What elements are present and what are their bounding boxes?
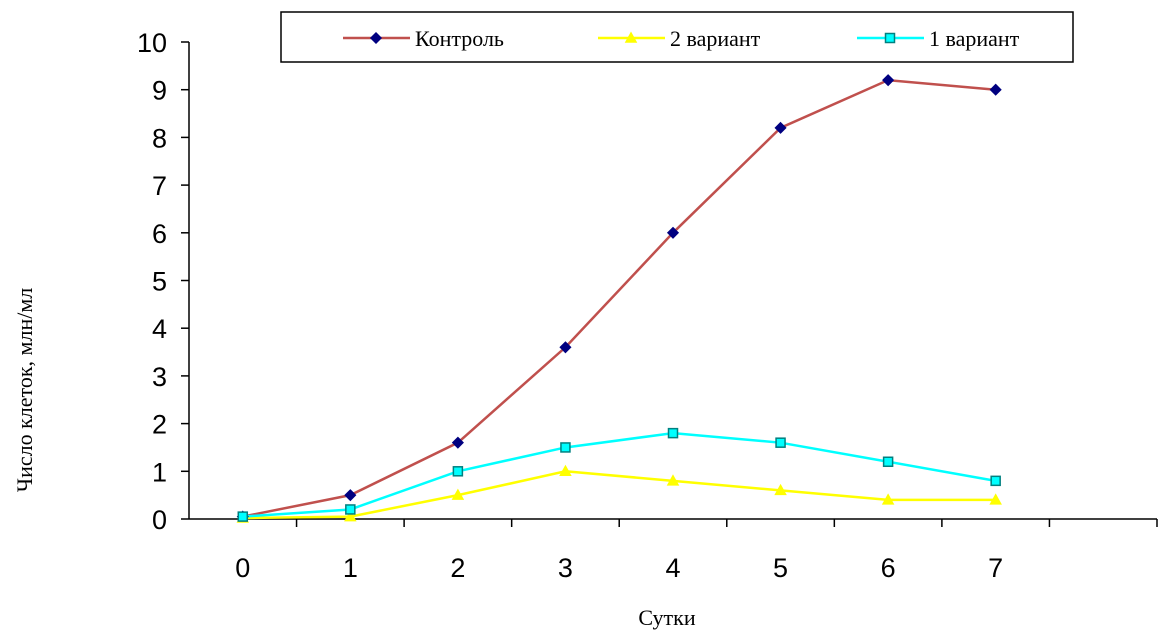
data-point: [884, 457, 893, 466]
y-tick-label: 3: [152, 362, 167, 392]
x-tick-label: 4: [665, 553, 680, 583]
data-point: [776, 438, 785, 447]
y-tick-label: 5: [152, 267, 167, 297]
y-tick-label: 10: [137, 28, 167, 58]
legend-label: Контроль: [415, 26, 504, 51]
x-tick-label: 5: [773, 553, 788, 583]
x-tick-label: 2: [450, 553, 465, 583]
y-tick-label: 9: [152, 76, 167, 106]
data-point: [345, 490, 355, 500]
data-point: [991, 85, 1001, 95]
data-point: [883, 75, 893, 85]
data-point: [346, 505, 355, 514]
y-tick-label: 8: [152, 123, 167, 153]
y-tick-label: 4: [152, 314, 167, 344]
series-line: [243, 80, 996, 516]
y-tick-label: 1: [152, 457, 167, 487]
x-tick-label: 3: [558, 553, 573, 583]
x-tick-label: 0: [235, 553, 250, 583]
data-point: [238, 512, 247, 521]
y-tick-label: 7: [152, 171, 167, 201]
y-tick-label: 0: [152, 505, 167, 535]
legend-label: 1 вариант: [929, 26, 1020, 51]
x-tick-label: 7: [988, 553, 1003, 583]
x-tick-label: 6: [881, 553, 896, 583]
legend-marker: [886, 34, 895, 43]
y-axis-title: Число клеток, млн/мл: [12, 288, 37, 492]
data-point: [991, 476, 1000, 485]
y-tick-label: 6: [152, 219, 167, 249]
data-point: [453, 467, 462, 476]
legend-label: 2 вариант: [670, 26, 761, 51]
x-axis-title: Сутки: [638, 605, 695, 630]
x-tick-label: 1: [343, 553, 358, 583]
data-point: [669, 429, 678, 438]
y-tick-label: 2: [152, 410, 167, 440]
chart: Сутки Число клеток, млн/мл 0 1 2 3 4 5 6 7 8 9 10 0…: [0, 0, 1159, 639]
data-point: [561, 443, 570, 452]
